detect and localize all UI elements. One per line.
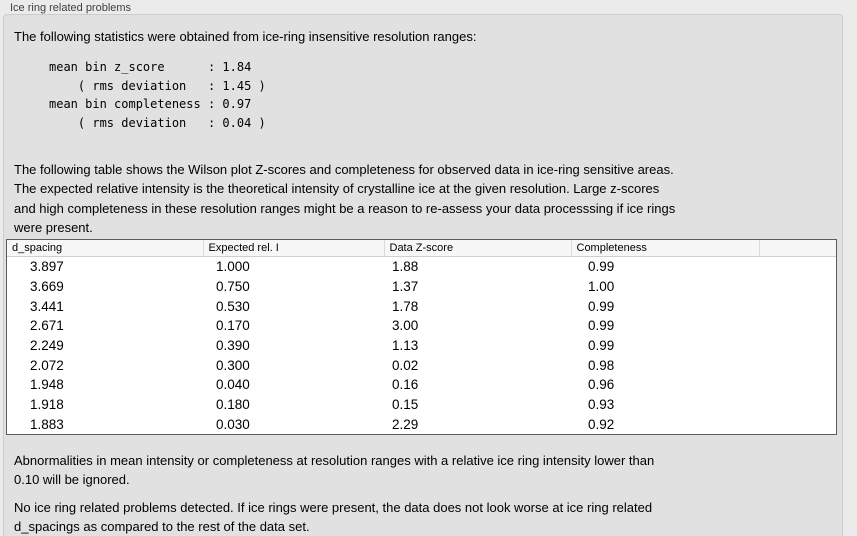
cell-empty <box>759 415 836 435</box>
cell-expected-rel-i: 0.030 <box>216 416 250 432</box>
cell-empty <box>759 355 836 375</box>
cell-expected-rel-i: 0.170 <box>216 318 250 334</box>
ignore-note: Abnormalities in mean intensity or compl… <box>14 453 655 488</box>
ice-ring-table: d_spacing Expected rel. I Data Z-score C… <box>6 239 837 436</box>
table-row[interactable]: 1.948 0.040 0.16 0.96 <box>7 375 836 395</box>
cell-completeness: 0.92 <box>588 416 615 432</box>
cell-data-z-score: 2.29 <box>392 416 419 432</box>
panel-title: Ice ring related problems <box>10 2 132 14</box>
cell-d-spacing: 3.897 <box>30 259 64 275</box>
cell-expected-rel-i: 0.180 <box>216 397 250 413</box>
cell-d-spacing: 1.918 <box>30 397 64 413</box>
cell-expected-rel-i: 0.390 <box>216 338 250 354</box>
table-header-row: d_spacing Expected rel. I Data Z-score C… <box>7 240 836 257</box>
cell-data-z-score: 0.15 <box>392 397 419 413</box>
cell-data-z-score: 0.16 <box>392 377 419 393</box>
table-row[interactable]: 2.671 0.170 3.00 0.99 <box>7 316 836 336</box>
cell-expected-rel-i: 1.000 <box>216 259 250 275</box>
cell-data-z-score: 1.13 <box>392 338 419 354</box>
cell-data-z-score: 1.78 <box>392 298 419 314</box>
column-header-completeness[interactable]: Completeness <box>570 240 759 257</box>
intro-text: The following statistics were obtained f… <box>14 29 477 44</box>
table-row[interactable]: 3.669 0.750 1.37 1.00 <box>7 277 836 297</box>
cell-completeness: 0.96 <box>588 377 615 393</box>
cell-d-spacing: 2.671 <box>30 318 64 334</box>
column-header-data-z-score[interactable]: Data Z-score <box>383 240 571 257</box>
cell-empty <box>759 375 836 395</box>
cell-d-spacing: 3.669 <box>30 279 64 295</box>
table-row[interactable]: 1.918 0.180 0.15 0.93 <box>7 395 836 415</box>
table-description: The following table shows the Wilson plo… <box>14 162 676 235</box>
cell-empty <box>759 277 836 297</box>
stats-block: mean bin z_score : 1.84 ( rms deviation … <box>49 60 266 130</box>
cell-completeness: 0.99 <box>588 318 615 334</box>
cell-empty <box>759 296 836 316</box>
cell-data-z-score: 3.00 <box>392 318 419 334</box>
cell-data-z-score: 0.02 <box>392 357 419 373</box>
cell-data-z-score: 1.88 <box>392 259 419 275</box>
cell-empty <box>759 257 836 277</box>
cell-expected-rel-i: 0.750 <box>216 279 250 295</box>
cell-d-spacing: 1.948 <box>30 377 64 393</box>
cell-expected-rel-i: 0.530 <box>216 298 250 314</box>
column-header-expected-rel-i[interactable]: Expected rel. I <box>202 240 384 257</box>
cell-expected-rel-i: 0.040 <box>216 377 250 393</box>
cell-empty <box>759 336 836 356</box>
table-row[interactable]: 2.072 0.300 0.02 0.98 <box>7 355 836 375</box>
cell-empty <box>759 395 836 415</box>
cell-completeness: 0.99 <box>588 298 615 314</box>
cell-d-spacing: 2.249 <box>30 338 64 354</box>
cell-completeness: 0.98 <box>588 357 615 373</box>
cell-data-z-score: 1.37 <box>392 279 419 295</box>
cell-completeness: 1.00 <box>588 279 615 295</box>
cell-d-spacing: 3.441 <box>30 298 64 314</box>
table-row[interactable]: 3.441 0.530 1.78 0.99 <box>7 296 836 316</box>
table-row[interactable]: 2.249 0.390 1.13 0.99 <box>7 336 836 356</box>
conclusion-note: No ice ring related problems detected. I… <box>14 500 653 535</box>
column-header-d-spacing[interactable]: d_spacing <box>7 240 203 257</box>
cell-expected-rel-i: 0.300 <box>216 357 250 373</box>
column-header-empty <box>758 240 836 257</box>
table-row[interactable]: 1.883 0.030 2.29 0.92 <box>7 415 836 435</box>
cell-d-spacing: 1.883 <box>30 416 64 432</box>
table-row[interactable]: 3.897 1.000 1.88 0.99 <box>7 257 836 277</box>
cell-d-spacing: 2.072 <box>30 357 64 373</box>
cell-empty <box>759 316 836 336</box>
cell-completeness: 0.93 <box>588 397 615 413</box>
cell-completeness: 0.99 <box>588 338 615 354</box>
cell-completeness: 0.99 <box>588 259 615 275</box>
